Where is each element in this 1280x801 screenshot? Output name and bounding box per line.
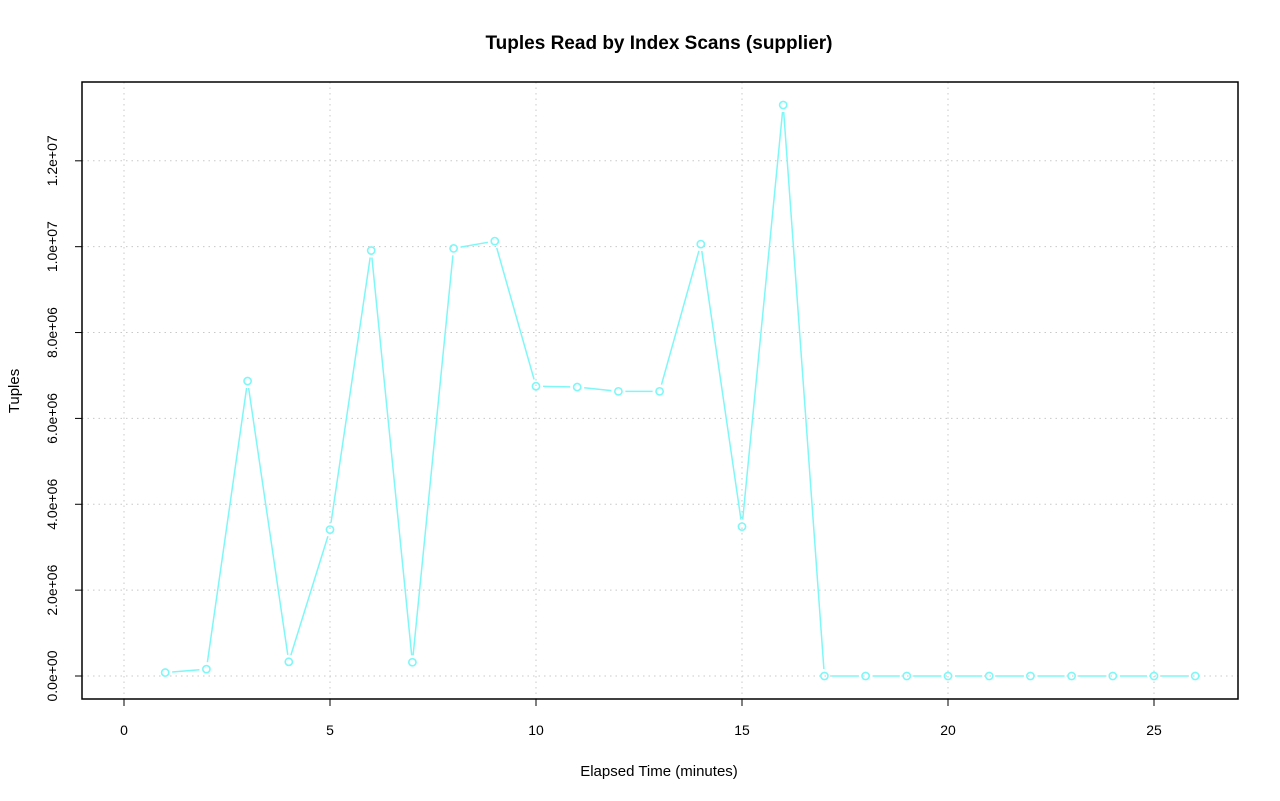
series-line-segment <box>542 385 571 388</box>
series-line-segment <box>741 111 784 520</box>
data-point <box>614 386 623 396</box>
y-tick-label: 1.0e+07 <box>44 221 60 272</box>
series-line-segment <box>782 111 825 670</box>
plot-frame <box>81 81 1239 700</box>
series-line-segment <box>584 387 612 392</box>
series-line-segment <box>460 241 489 248</box>
x-tick-label: 5 <box>326 722 334 738</box>
data-point <box>449 243 458 253</box>
data-point <box>243 376 252 386</box>
data-point <box>696 239 706 249</box>
series-line-segment <box>660 250 700 385</box>
data-point <box>160 668 170 677</box>
series-line-segment <box>247 387 289 656</box>
y-axis-label: Tuples <box>6 369 23 413</box>
chart-title: Tuples Read by Index Scans (supplier) <box>485 33 832 54</box>
grid <box>82 82 1238 699</box>
x-tick-label: 10 <box>528 722 544 738</box>
series-line-segment <box>495 247 535 380</box>
data-point <box>737 522 747 531</box>
y-tick-label: 6.0e+06 <box>44 393 60 444</box>
x-tick-label: 20 <box>940 722 956 738</box>
data-point <box>655 386 664 396</box>
data-point <box>778 100 788 110</box>
x-axis: 0 5 10 15 20 25 <box>120 699 1162 738</box>
data-point <box>984 671 994 681</box>
x-axis-label: Elapsed Time (minutes) <box>580 763 738 780</box>
y-axis: 0.0e+00 2.0e+06 4.0e+06 6.0e+06 8.0e+06 1.0e+… <box>44 135 82 702</box>
data-point <box>1108 671 1118 681</box>
data-point <box>1149 671 1159 681</box>
x-tick-label: 25 <box>1146 722 1162 738</box>
data-point <box>325 525 335 535</box>
series-line-segment <box>330 257 371 523</box>
series-line-segment <box>371 257 413 656</box>
series-line-segment <box>172 668 200 673</box>
data-point <box>572 382 582 392</box>
data-point <box>366 246 376 255</box>
x-tick-label: 15 <box>734 722 750 738</box>
data-point <box>943 671 953 681</box>
data-point <box>407 657 417 667</box>
data-point <box>861 671 870 681</box>
data-point <box>490 236 500 246</box>
y-tick-label: 1.2e+07 <box>44 135 60 186</box>
series <box>160 100 1200 681</box>
series-line-segment <box>701 250 742 520</box>
data-point <box>531 381 541 391</box>
y-tick-label: 4.0e+06 <box>44 479 60 530</box>
series-line-segment <box>290 536 329 656</box>
series-line-segment <box>412 255 454 656</box>
data-point <box>902 671 912 681</box>
data-point <box>820 671 829 681</box>
y-tick-label: 2.0e+06 <box>44 564 60 615</box>
x-tick-label: 0 <box>120 722 128 738</box>
y-tick-label: 8.0e+06 <box>44 307 60 358</box>
data-point <box>1067 671 1076 681</box>
data-point <box>284 657 294 667</box>
data-point <box>201 664 211 674</box>
data-point <box>1026 671 1035 681</box>
y-tick-label: 0.0e+00 <box>44 650 60 701</box>
data-point <box>1190 671 1200 681</box>
series-line-segment <box>206 387 248 663</box>
